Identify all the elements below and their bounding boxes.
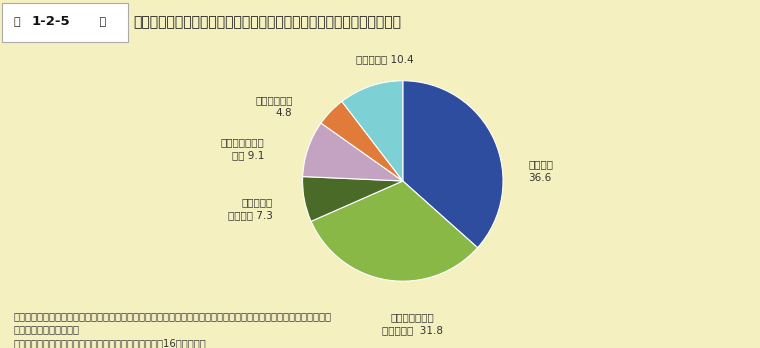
Text: 科学的研究は、人類に新たな知識をもたらすという意味で不可欠である: 科学的研究は、人類に新たな知識をもたらすという意味で不可欠である xyxy=(133,15,401,29)
Text: 問いに対する回答。: 問いに対する回答。 xyxy=(14,324,80,334)
Wedge shape xyxy=(321,101,403,181)
Wedge shape xyxy=(311,181,477,281)
Text: そう思う
36.6: そう思う 36.6 xyxy=(528,159,553,183)
Text: 1-2-5: 1-2-5 xyxy=(31,15,70,28)
Text: そう思わない
4.8: そう思わない 4.8 xyxy=(255,95,293,118)
Wedge shape xyxy=(302,176,403,221)
Text: 図: 図 xyxy=(96,17,106,27)
Text: あまりそう思わ
ない 9.1: あまりそう思わ ない 9.1 xyxy=(220,137,264,160)
Text: どちらとも
いえない 7.3: どちらとも いえない 7.3 xyxy=(228,197,273,221)
Text: どちらかという
とそう思う  31.8: どちらかという とそう思う 31.8 xyxy=(382,312,443,335)
Text: わからない 10.4: わからない 10.4 xyxy=(356,54,413,64)
Text: 注）「科学的研究は、人類に新たな知識をもたらすという意味で不可欠である」と言う意見についてどう思うかという: 注）「科学的研究は、人類に新たな知識をもたらすという意味で不可欠である」と言う意… xyxy=(14,311,331,321)
Wedge shape xyxy=(302,123,403,181)
FancyBboxPatch shape xyxy=(2,3,128,42)
Text: 資料：内閣府「科学技術と社会に関する世論調査（平成16年２月）」: 資料：内閣府「科学技術と社会に関する世論調査（平成16年２月）」 xyxy=(14,338,207,348)
Text: 第: 第 xyxy=(14,17,24,27)
Wedge shape xyxy=(403,81,503,248)
Wedge shape xyxy=(342,81,403,181)
